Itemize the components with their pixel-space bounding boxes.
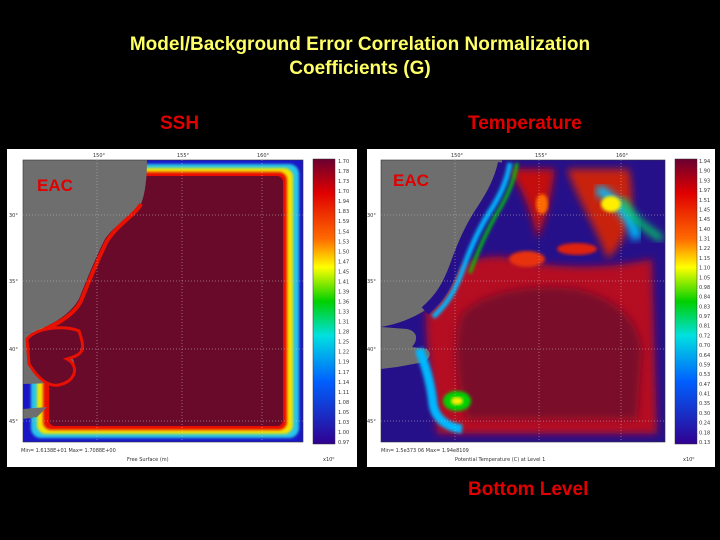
colorbar-tick-label: 1.97	[699, 188, 710, 194]
lat-tick: 45°	[367, 419, 376, 425]
lat-tick: 40°	[367, 347, 376, 353]
colorbar-tick-label: 0.35	[699, 401, 710, 407]
colorbar-tick-label: 1.17	[338, 370, 349, 376]
temperature-minmax: Min= 1.5e373 06 Max= 1.94e8109	[381, 448, 469, 454]
colorbar-tick-label: 1.78	[338, 169, 349, 175]
ssh-minmax: Min= 1.6138E+01 Max= 1.7088E+00	[21, 448, 116, 454]
colorbar-tick-label: 0.83	[699, 304, 710, 310]
ssh-map: 150° 155° 160° 30° 35° 40° 45° EAC 1.70 1…	[9, 153, 349, 463]
colorbar-tick-label: 1.94	[338, 199, 349, 205]
colorbar-tick-label: 1.22	[699, 246, 710, 252]
temperature-scale: x10⁰	[683, 457, 694, 463]
colorbar-tick-label: 1.05	[338, 410, 349, 416]
colorbar-tick-label: 1.51	[699, 198, 710, 204]
colorbar-tick-label: 0.97	[699, 314, 710, 320]
lat-tick: 35°	[9, 279, 18, 285]
colorbar-tick-label: 1.70	[338, 159, 349, 165]
colorbar-tick-label: 1.22	[338, 350, 349, 356]
bottom-level-label: Bottom Level	[468, 479, 589, 500]
colorbar-tick-label: 0.41	[699, 392, 710, 398]
colorbar-tick-label: 1.90	[699, 169, 710, 175]
colorbar-tick-label: 1.39	[338, 289, 349, 295]
colorbar-tick-label: 1.08	[338, 400, 349, 406]
colorbar-tick-label: 1.50	[338, 249, 349, 255]
lon-tick: 160°	[616, 153, 629, 159]
temperature-map-panel: 150° 155° 160° 30° 35° 40° 45° EAC 1.94 1…	[367, 149, 715, 467]
colorbar-tick-label: 0.53	[699, 372, 710, 378]
colorbar-tick-label: 0.70	[699, 343, 710, 349]
colorbar-tick-label: 1.14	[338, 380, 349, 386]
slide-title-line-2: Coefficients (G)	[289, 58, 431, 79]
colorbar-tick-label: 1.45	[699, 207, 710, 213]
ssh-map-panel: 150° 155° 160° 30° 35° 40° 45° EAC 1.70 1…	[7, 149, 357, 467]
colorbar-tick-label: 1.83	[338, 209, 349, 215]
ssh-colorbar	[312, 158, 336, 445]
lon-tick: 155°	[177, 153, 190, 159]
colorbar-tick-label: 1.33	[338, 310, 349, 316]
colorbar-tick-label: 0.47	[699, 382, 710, 388]
colorbar-tick-label: 1.31	[338, 320, 349, 326]
colorbar-tick-label: 1.40	[699, 227, 710, 233]
colorbar-tick-label: 0.59	[699, 362, 710, 368]
slide-title-line-1: Model/Background Error Correlation Norma…	[129, 34, 591, 55]
colorbar-tick-label: 1.73	[338, 179, 349, 185]
ssh-caption: Free Surface (m)	[127, 457, 169, 463]
colorbar-tick-label: 0.64	[699, 353, 710, 359]
eac-label: EAC	[37, 176, 73, 195]
lat-tick: 35°	[367, 279, 376, 285]
colorbar-tick-label: 1.11	[338, 390, 349, 396]
colorbar-tick-label: 0.97	[338, 440, 349, 446]
colorbar-tick-label: 0.84	[699, 295, 710, 301]
colorbar-tick-label: 0.98	[699, 285, 710, 291]
colorbar-tick-label: 1.10	[699, 266, 710, 272]
colorbar-tick-label: 0.24	[699, 421, 710, 427]
temperature-panel-label: Temperature	[468, 113, 582, 134]
lat-tick: 30°	[367, 213, 376, 219]
lat-tick: 45°	[9, 419, 18, 425]
colorbar-tick-label: 1.93	[699, 178, 710, 184]
colorbar-tick-label: 0.30	[699, 411, 710, 417]
ssh-panel-label: SSH	[160, 113, 200, 134]
colorbar-tick-label: 1.36	[338, 300, 349, 306]
lon-tick: 150°	[451, 153, 464, 159]
temperature-colorbar	[674, 158, 698, 445]
colorbar-tick-label: 0.72	[699, 333, 710, 339]
colorbar-tick-label: 1.59	[338, 219, 349, 225]
lat-tick: 30°	[9, 213, 18, 219]
colorbar-tick-label: 1.70	[338, 189, 349, 195]
colorbar-tick-label: 1.47	[338, 259, 349, 265]
colorbar-tick-label: 1.45	[338, 269, 349, 275]
colorbar-tick-label: 1.53	[338, 239, 349, 245]
colorbar-tick-label: 1.54	[338, 229, 349, 235]
colorbar-tick-label: 1.31	[699, 237, 710, 243]
colorbar-tick-label: 1.15	[699, 256, 710, 262]
colorbar-tick-label: 0.13	[699, 440, 710, 446]
eac-label: EAC	[393, 171, 429, 190]
colorbar-tick-label: 1.00	[338, 430, 349, 436]
lon-tick: 160°	[257, 153, 270, 159]
lon-tick: 150°	[93, 153, 106, 159]
colorbar-tick-label: 1.94	[699, 159, 710, 165]
colorbar-tick-label: 1.45	[699, 217, 710, 223]
colorbar-tick-label: 1.28	[338, 330, 349, 336]
ssh-scale: x10⁰	[323, 457, 334, 463]
colorbar-tick-label: 1.19	[338, 360, 349, 366]
temperature-caption: Potential Temperature (C) at Level 1	[455, 457, 545, 463]
colorbar-tick-label: 0.18	[699, 430, 710, 436]
colorbar-tick-label: 1.41	[338, 279, 349, 285]
lat-tick: 40°	[9, 347, 18, 353]
lon-tick: 155°	[535, 153, 548, 159]
temperature-map: 150° 155° 160° 30° 35° 40° 45° EAC 1.94 1…	[367, 153, 710, 463]
colorbar-tick-label: 1.03	[338, 420, 349, 426]
colorbar-tick-label: 1.05	[699, 275, 710, 281]
colorbar-tick-label: 0.81	[699, 324, 710, 330]
colorbar-tick-label: 1.25	[338, 340, 349, 346]
